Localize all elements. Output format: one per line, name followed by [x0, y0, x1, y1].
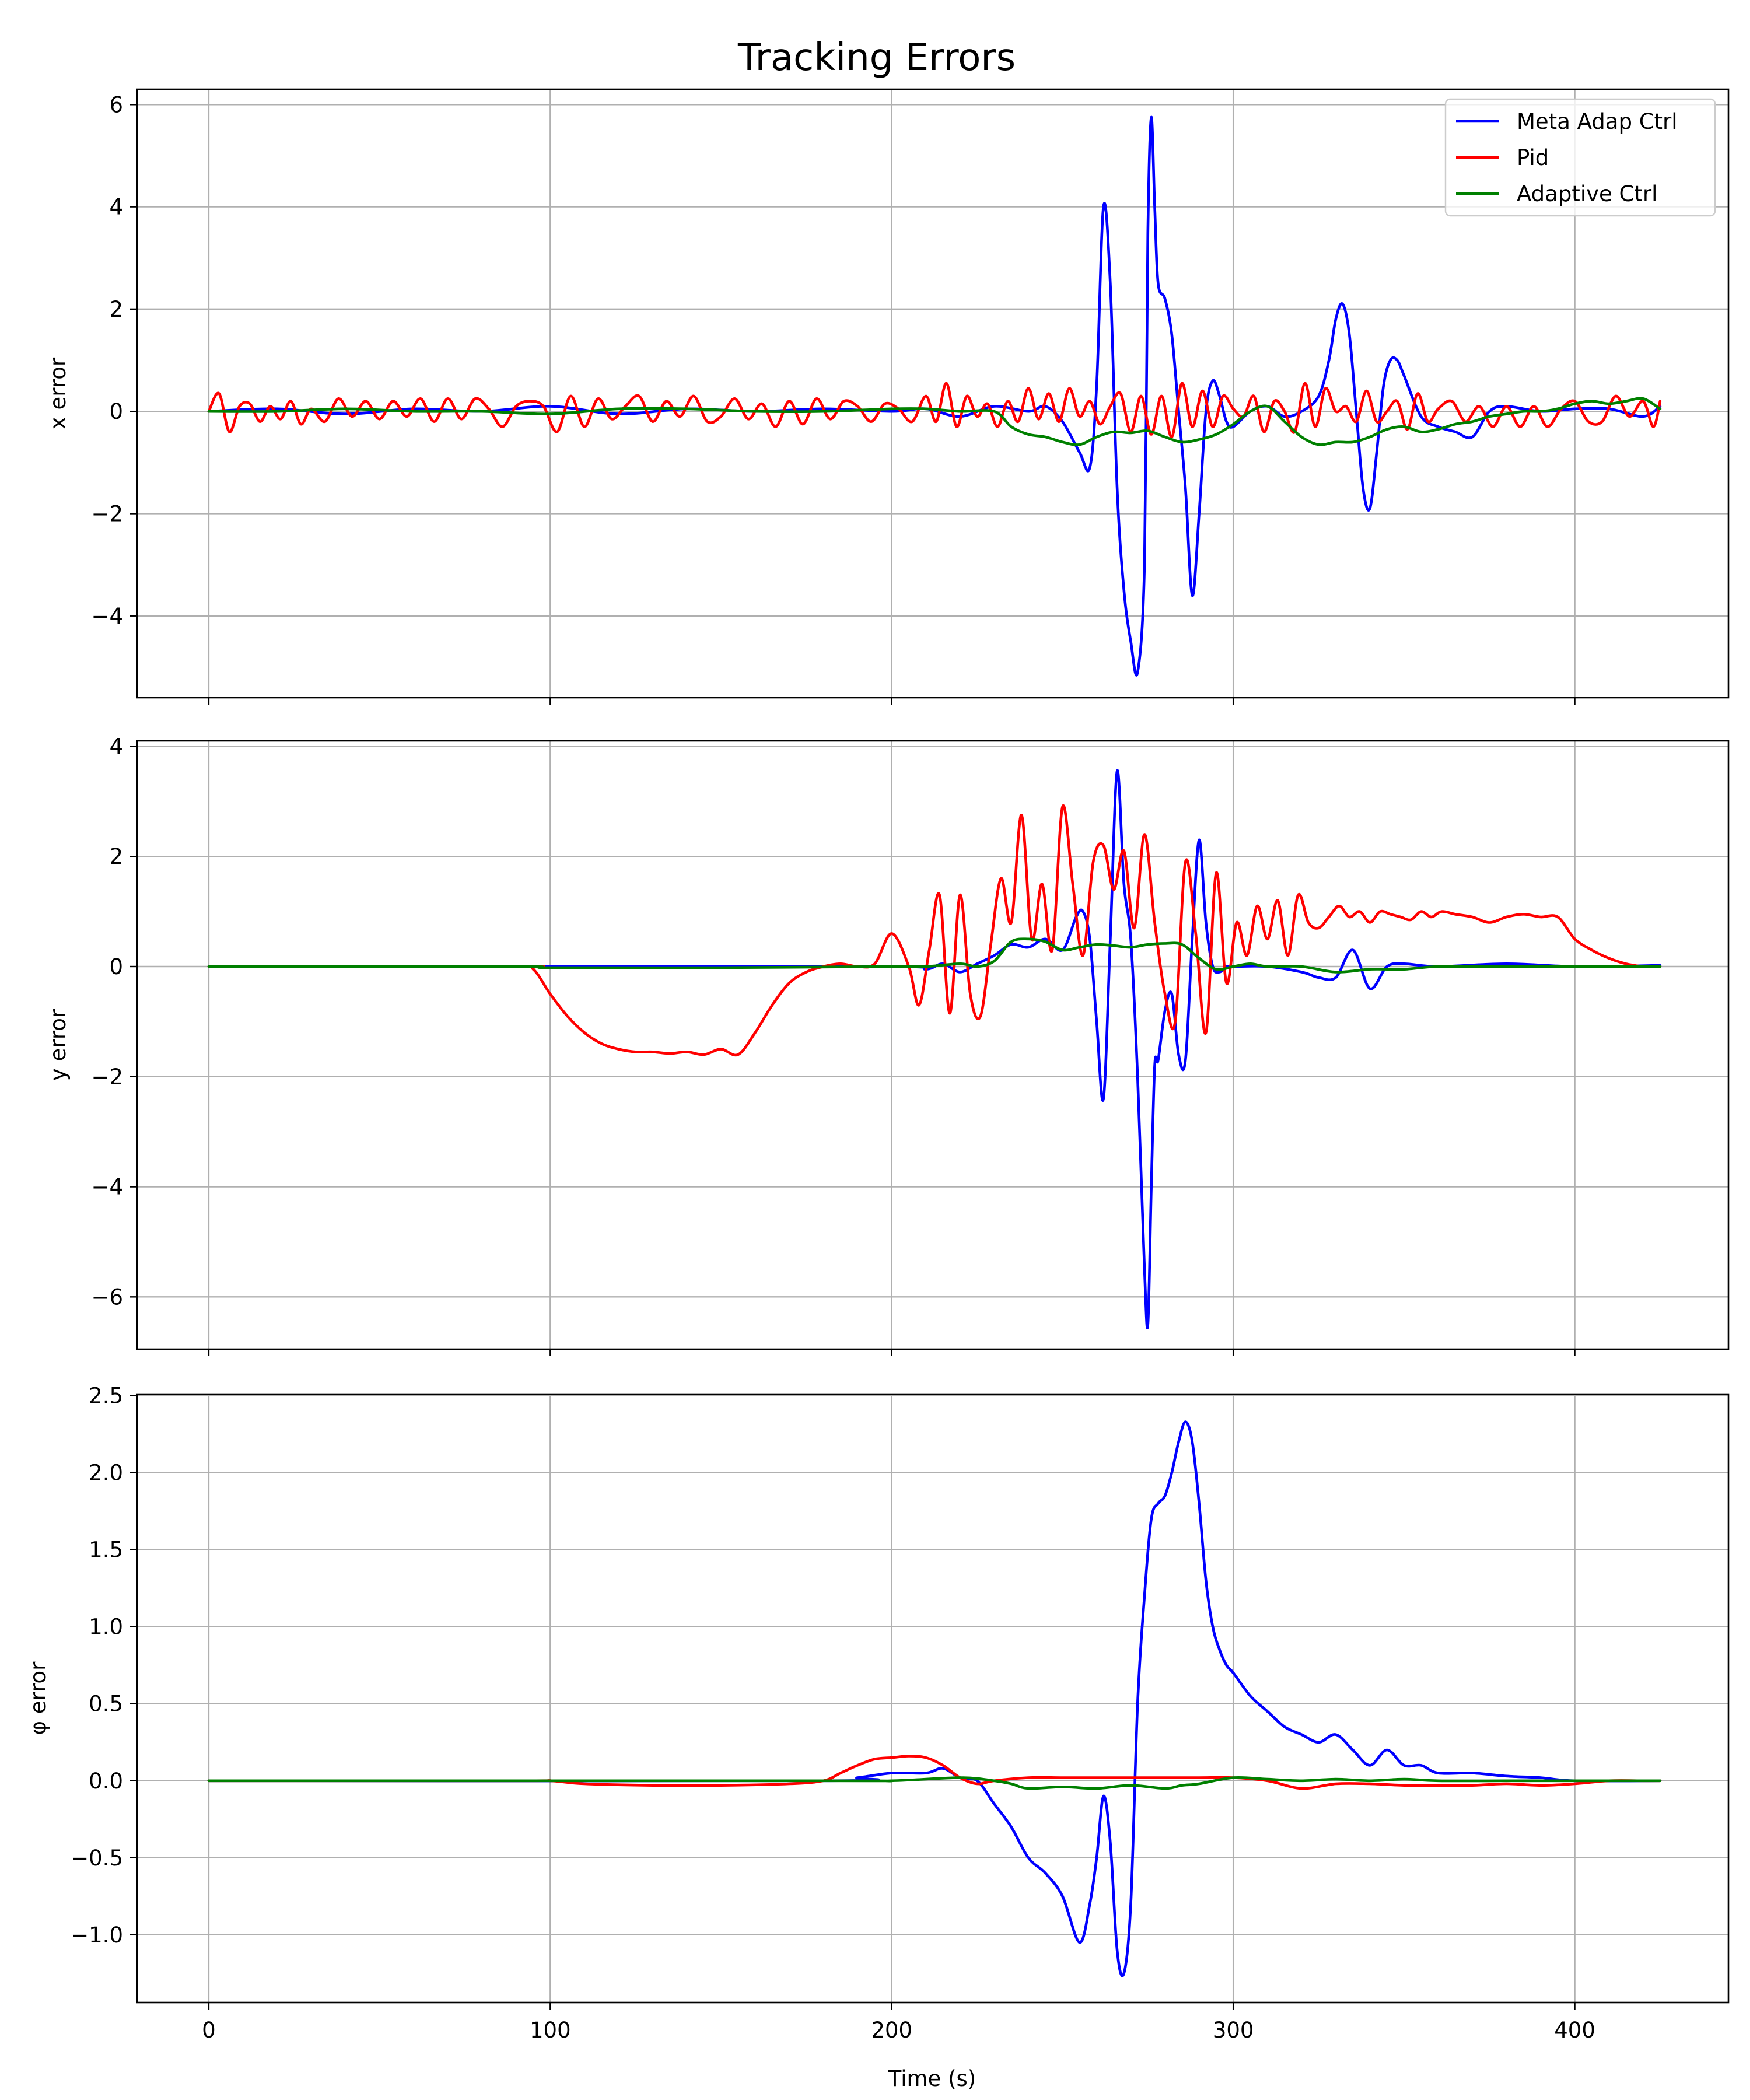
y-tick-label: −1.0: [71, 1923, 123, 1948]
y-tick-label: 6: [109, 92, 123, 117]
x-axis-label: Time (s): [888, 2066, 976, 2091]
series-group: [209, 1422, 1660, 1976]
series-line-meta-adap-ctrl: [209, 1422, 1660, 1976]
subplots: −4 −2 0 2 4 6 x error −6 −4 −2 0 2 4 y error 0 100 200 30…: [26, 89, 1728, 2043]
subplot-2: −6 −4 −2 0 2 4 y error: [46, 734, 1728, 1356]
y-tick-label: 2.5: [89, 1384, 123, 1409]
y-tick-label: 1.0: [89, 1615, 123, 1640]
axes-frame: [137, 741, 1728, 1349]
y-tick-label: 0.0: [89, 1769, 123, 1794]
y-tick-label: −2: [91, 501, 123, 526]
y-axis-label: φ error: [26, 1661, 51, 1735]
x-tick-label: 300: [1213, 2018, 1254, 2043]
series-line-adaptive-ctrl: [209, 939, 1660, 972]
y-tick-label: 2.0: [89, 1461, 123, 1486]
legend-entry-label: Adaptive Ctrl: [1517, 181, 1657, 206]
series-line-adaptive-ctrl: [209, 1777, 1660, 1788]
y-tick-label: 2: [109, 844, 123, 869]
series-group: [209, 771, 1660, 1328]
series-line-meta-adap-ctrl: [209, 117, 1660, 676]
y-tick-label: 4: [109, 195, 123, 220]
series-line-meta-adap-ctrl: [209, 771, 1660, 1328]
y-tick-label: −0.5: [71, 1846, 123, 1871]
y-tick-label: −4: [91, 1175, 123, 1200]
y-tick-label: 2: [109, 297, 123, 322]
legend-entry-label: Pid: [1517, 145, 1549, 170]
x-tick-label: 100: [530, 2018, 571, 2043]
legend-entry-label: Meta Adap Ctrl: [1517, 109, 1678, 134]
figure-title: Tracking Errors: [737, 36, 1016, 79]
series-line-pid: [209, 806, 1660, 1055]
y-tick-label: 0: [109, 399, 123, 424]
y-tick-label: 4: [109, 734, 123, 759]
y-tick-label: 0.5: [89, 1692, 123, 1717]
subplot-3: 0 100 200 300 400 −1.0 −0.5 0.0 0.5 1.0 1.5 2.0 2.5 φ…: [26, 1384, 1728, 2043]
y-axis-label: y error: [46, 1009, 71, 1081]
y-tick-label: −6: [91, 1284, 123, 1310]
y-tick-label: −2: [91, 1065, 123, 1090]
x-tick-label: 200: [871, 2018, 912, 2043]
y-tick-label: −4: [91, 604, 123, 629]
legend: Meta Adap Ctrl Pid Adaptive Ctrl: [1446, 99, 1715, 216]
x-tick-label: 0: [202, 2018, 216, 2043]
y-axis-label: x error: [46, 357, 71, 429]
x-tick-label: 400: [1554, 2018, 1595, 2043]
axes-frame: [137, 1394, 1728, 2003]
y-tick-label: 0: [109, 954, 123, 979]
y-tick-label: 1.5: [89, 1538, 123, 1563]
series-group: [209, 117, 1660, 676]
